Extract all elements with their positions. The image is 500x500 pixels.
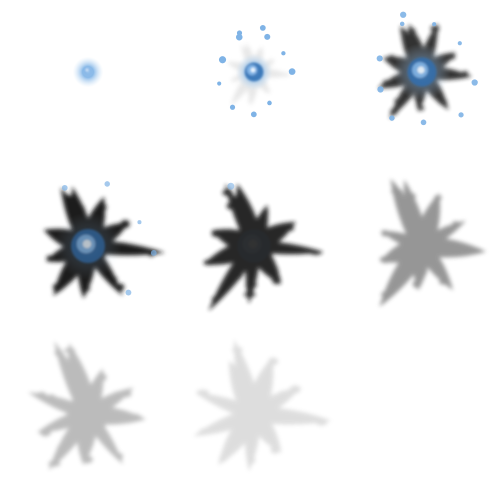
frame-5-svg <box>379 178 487 307</box>
splat-arms-5 <box>379 178 487 307</box>
frame-8-svg <box>334 334 500 500</box>
droplets-1 <box>217 25 296 118</box>
frame-fade-3 <box>166 334 332 500</box>
frame-burst <box>166 0 332 166</box>
blue-core-0 <box>82 66 94 78</box>
frame-1-svg <box>217 25 296 118</box>
splat-1 <box>217 25 296 118</box>
frame-splat-blue <box>334 0 500 166</box>
frame-splat-dark <box>166 166 332 332</box>
frame-fade-2 <box>0 334 166 500</box>
frame-fade-1 <box>334 166 500 332</box>
splat-arms-6 <box>28 341 147 471</box>
frame-0-svg <box>72 56 104 88</box>
splat-4 <box>203 182 324 312</box>
splat-6 <box>28 341 147 471</box>
frame-6-svg <box>28 341 147 471</box>
splat-arms-7 <box>193 339 332 472</box>
frame-3-svg <box>43 181 166 299</box>
droplets-4 <box>227 182 235 190</box>
frame-4-svg <box>203 182 324 312</box>
frame-7-svg <box>193 339 332 472</box>
splat-2 <box>376 11 478 126</box>
splat-7 <box>193 339 332 472</box>
frame-spark <box>0 0 166 166</box>
splat-0 <box>72 56 104 88</box>
blue-core-3 <box>71 229 105 263</box>
splat-5 <box>379 178 487 307</box>
droplets-2 <box>376 11 478 126</box>
blue-core-4 <box>237 229 271 263</box>
frame-empty <box>334 334 500 500</box>
frame-2-svg <box>376 11 478 126</box>
droplets-3 <box>61 181 157 296</box>
blue-core-2 <box>407 57 437 87</box>
frame-splat-dark-blue <box>0 166 166 332</box>
splat-3 <box>43 181 166 299</box>
blue-core-1 <box>244 62 264 82</box>
